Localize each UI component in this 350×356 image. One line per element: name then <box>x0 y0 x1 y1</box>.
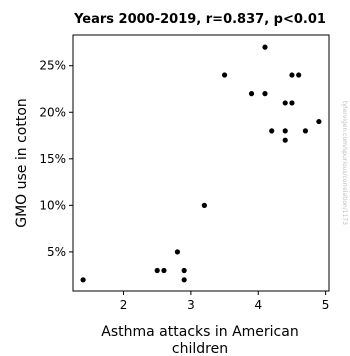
data-point <box>181 267 187 274</box>
data-point <box>221 72 228 78</box>
x-tick-label: 4 <box>254 298 262 312</box>
data-point <box>181 277 187 283</box>
data-point <box>289 100 295 106</box>
plot-area <box>72 34 330 292</box>
data-point <box>282 128 288 134</box>
data-points <box>80 44 322 283</box>
y-tick-label: 20% <box>39 105 66 119</box>
data-point <box>302 128 309 134</box>
data-point <box>174 249 181 255</box>
y-tick-label: 5% <box>47 245 66 259</box>
x-axis-label-line-2: children <box>172 341 228 356</box>
watermark: tylervigen.com/spurious/correlation/1173 <box>341 101 348 225</box>
data-point <box>154 267 160 274</box>
x-tick-label: 3 <box>187 298 195 312</box>
x-tick-label: 5 <box>322 298 330 312</box>
y-axis: 5% 10% 15% 20% 25% <box>39 59 73 259</box>
data-point <box>282 100 288 106</box>
data-point <box>161 267 167 274</box>
data-point <box>296 72 302 78</box>
x-axis: 2 3 4 5 <box>120 291 330 312</box>
data-point <box>289 72 295 78</box>
data-point <box>269 128 275 134</box>
y-tick-label: 25% <box>39 59 66 73</box>
x-tick-label: 2 <box>120 298 128 312</box>
data-point <box>80 277 86 283</box>
y-tick-label: 10% <box>39 198 66 212</box>
data-point <box>316 118 322 125</box>
data-point <box>282 137 288 143</box>
y-axis-label: GMO use in cotton <box>14 98 30 228</box>
data-point <box>262 44 268 50</box>
y-tick-label: 15% <box>39 152 66 166</box>
chart-title: Years 2000-2019, r=0.837, p<0.01 <box>73 12 326 27</box>
data-point <box>248 91 255 97</box>
data-point <box>262 91 268 97</box>
data-point <box>201 202 207 208</box>
x-axis-label-line-1: Asthma attacks in American <box>101 324 298 340</box>
